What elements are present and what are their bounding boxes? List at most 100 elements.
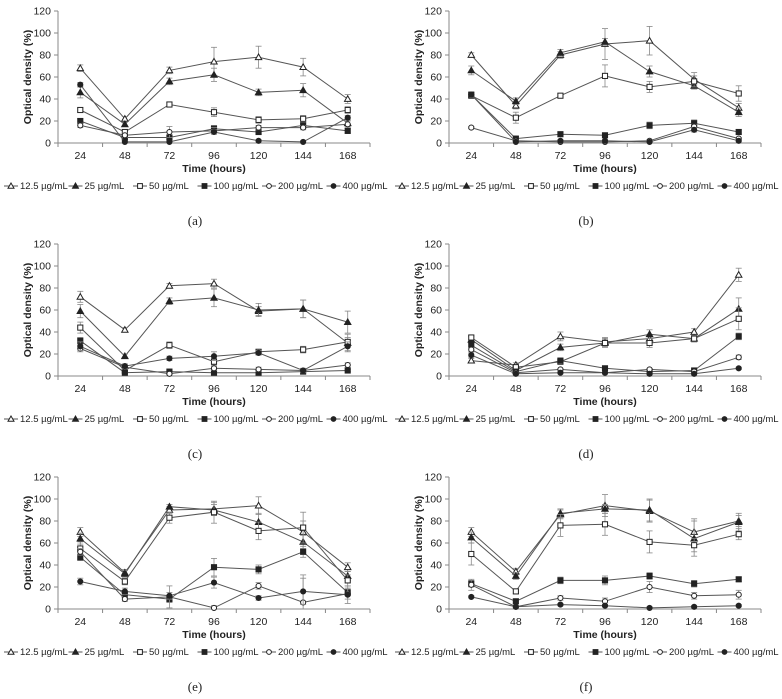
legend-label: 400 µg/mL xyxy=(734,181,779,192)
data-point xyxy=(166,101,173,108)
x-tick-label: 48 xyxy=(510,383,522,395)
data-point xyxy=(735,354,742,361)
data-point xyxy=(557,594,564,602)
legend-marker xyxy=(201,183,208,189)
data-point xyxy=(255,594,262,602)
legend-label: 25 µg/mL xyxy=(85,647,125,658)
data-point xyxy=(255,137,262,144)
data-point xyxy=(343,562,352,571)
series-5 xyxy=(77,576,351,606)
legend-marker xyxy=(657,416,663,422)
data-point xyxy=(254,52,263,61)
y-tick-label: 120 xyxy=(33,6,51,18)
chart-panel-c: 0 20 40 60 80 100 120 24 48 72 96 120 144 168 Time (ho… xyxy=(0,233,391,466)
data-point xyxy=(557,137,564,144)
legend-label: 100 µg/mL xyxy=(214,414,259,425)
y-tick-label: 0 xyxy=(436,604,442,616)
data-point xyxy=(735,128,742,136)
data-point xyxy=(77,554,84,561)
data-point xyxy=(255,124,262,131)
legend-label: 200 µg/mL xyxy=(669,647,714,658)
data-point xyxy=(255,582,262,589)
legend-marker xyxy=(71,647,80,655)
y-axis-title: Optical density (%) xyxy=(22,496,34,591)
y-tick-label: 100 xyxy=(424,494,442,506)
data-point xyxy=(209,279,219,287)
data-point xyxy=(735,576,742,583)
x-tick-label: 120 xyxy=(250,383,268,395)
legend-marker xyxy=(201,416,208,422)
chart-svg-d: 0 20 40 60 80 100 120 24 48 72 96 120 144 168 Time (ho… xyxy=(395,239,779,461)
x-tick-label: 72 xyxy=(555,150,567,162)
y-tick-label: 40 xyxy=(39,327,51,339)
x-tick-label: 120 xyxy=(250,150,268,162)
data-point xyxy=(601,369,609,376)
data-point xyxy=(557,522,564,529)
legend-marker xyxy=(398,181,406,189)
data-point xyxy=(468,550,475,558)
legend-label: 25 µg/mL xyxy=(476,181,516,192)
legend-label: 100 µg/mL xyxy=(605,647,650,658)
data-point xyxy=(557,601,564,608)
data-point xyxy=(556,48,565,56)
data-point xyxy=(166,514,173,521)
data-point xyxy=(601,602,609,609)
series-2 xyxy=(77,500,351,587)
data-point xyxy=(691,603,698,610)
data-point xyxy=(210,109,218,116)
data-point xyxy=(646,604,653,611)
legend-label: 50 µg/mL xyxy=(149,181,189,192)
data-point xyxy=(691,126,698,133)
chart-panel-e: 0 20 40 60 80 100 120 24 48 72 96 120 144 168 Time (ho… xyxy=(0,466,391,699)
legend-marker xyxy=(71,414,80,422)
series-5 xyxy=(468,91,742,145)
y-tick-label: 120 xyxy=(33,472,51,484)
data-point xyxy=(166,128,173,136)
y-axis-title: Optical density (%) xyxy=(22,263,34,358)
legend-marker xyxy=(592,183,599,189)
x-tick-label: 168 xyxy=(339,616,357,628)
series-0 xyxy=(467,267,743,368)
data-point xyxy=(735,365,742,372)
x-tick-label: 48 xyxy=(510,150,522,162)
data-point xyxy=(691,580,698,587)
legend-label: 100 µg/mL xyxy=(605,181,650,192)
data-point xyxy=(468,124,475,131)
legend-marker xyxy=(137,416,143,422)
legend-marker xyxy=(462,414,471,422)
data-point xyxy=(343,94,352,102)
legend-marker xyxy=(721,649,728,655)
data-point xyxy=(300,548,307,555)
data-point xyxy=(735,602,742,609)
data-point xyxy=(645,67,654,75)
x-tick-label: 120 xyxy=(250,616,268,628)
data-point xyxy=(735,531,742,538)
data-point xyxy=(76,88,85,96)
x-tick-label: 72 xyxy=(555,383,567,395)
data-point xyxy=(512,370,519,377)
y-tick-label: 120 xyxy=(424,239,442,251)
x-tick-label: 24 xyxy=(74,616,86,628)
series-2 xyxy=(77,101,351,136)
data-point xyxy=(734,270,743,278)
legend-marker xyxy=(528,416,534,422)
data-point xyxy=(691,335,698,342)
data-point xyxy=(557,369,564,376)
data-point xyxy=(121,138,128,145)
data-point xyxy=(734,107,743,116)
data-point xyxy=(209,293,219,301)
data-point xyxy=(601,72,609,79)
data-point xyxy=(77,548,84,555)
data-point xyxy=(76,63,85,72)
legend-marker xyxy=(330,183,337,189)
data-point xyxy=(646,370,653,377)
data-point xyxy=(166,342,173,349)
data-point xyxy=(735,315,742,322)
legend-label: 200 µg/mL xyxy=(278,181,323,192)
y-axis-title: Optical density (%) xyxy=(413,263,425,358)
legend-marker xyxy=(721,183,728,189)
series-0 xyxy=(76,45,352,122)
data-point xyxy=(120,120,129,128)
data-point xyxy=(735,90,742,97)
